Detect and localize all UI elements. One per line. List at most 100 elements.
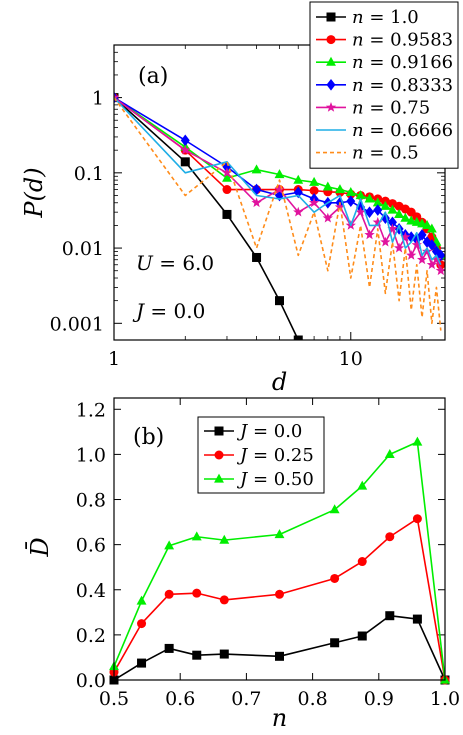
x-axis-label-b: n xyxy=(272,704,287,732)
data-point xyxy=(275,589,284,599)
legend-marker xyxy=(214,450,224,460)
data-point xyxy=(412,436,423,446)
data-point xyxy=(355,190,366,200)
y-tick-label: 0.2 xyxy=(76,625,106,647)
plot-area-a xyxy=(114,91,445,340)
data-point xyxy=(345,186,356,196)
legend-b: J = 0.0 J = 0.25 J = 0.50 xyxy=(197,416,325,494)
data-point xyxy=(308,197,320,208)
data-point xyxy=(275,296,284,306)
data-point xyxy=(427,239,437,251)
legend-marker xyxy=(214,426,224,436)
annotation-j: J = 0.0 xyxy=(132,299,205,323)
data-point xyxy=(322,212,333,223)
data-point xyxy=(222,172,232,182)
data-point xyxy=(406,249,417,260)
data-point xyxy=(334,184,345,194)
legend-entry: n = 0.75 xyxy=(352,97,430,118)
data-point xyxy=(387,204,398,214)
panel-label-b: (b) xyxy=(133,425,164,450)
legend-entry: J = 0.25 xyxy=(236,445,314,466)
data-point xyxy=(164,589,174,599)
legend-marker xyxy=(326,78,336,91)
data-point xyxy=(406,215,417,225)
data-point xyxy=(137,658,147,668)
data-point xyxy=(426,223,437,233)
data-point xyxy=(164,540,175,550)
data-point xyxy=(412,614,422,624)
annotation-u: U = 6.0 xyxy=(136,251,214,275)
data-point xyxy=(387,223,398,234)
data-point xyxy=(329,504,340,514)
data-point xyxy=(180,157,190,167)
legend-entry: n = 0.5 xyxy=(352,143,419,164)
x-tick-label: 0.6 xyxy=(165,688,195,710)
panel-a-chart: 1 10 1 0.1 0.01 0.001 (a) U = 6.0 J = 0.0 d P(d) n … xyxy=(20,1,459,396)
data-point xyxy=(219,649,229,659)
data-point xyxy=(421,246,433,256)
legend-marker xyxy=(326,12,336,22)
x-axis-label-a: d xyxy=(272,368,287,396)
data-point xyxy=(355,206,366,217)
data-point xyxy=(384,449,395,458)
series-line xyxy=(114,97,442,331)
data-point xyxy=(364,193,375,203)
data-point xyxy=(372,197,383,207)
data-point xyxy=(385,532,395,542)
axes-frame-b xyxy=(113,397,446,681)
panel-b-chart: 0.5 0.6 0.7 0.8 0.9 1.0 0.0 0.2 0.4 0.6 0.8 1.0 1.2 (… xyxy=(26,397,460,732)
data-point xyxy=(422,220,433,230)
data-point xyxy=(180,144,191,155)
data-point xyxy=(385,611,395,621)
data-point xyxy=(136,595,147,605)
y-tick-label: 0.0 xyxy=(76,670,106,692)
data-point xyxy=(293,335,303,340)
data-point xyxy=(400,212,411,222)
legend-entry: J = 0.50 xyxy=(236,469,314,490)
legend-marker xyxy=(214,473,224,483)
data-point xyxy=(365,206,375,219)
data-point xyxy=(309,186,319,196)
data-point xyxy=(219,534,230,544)
x-tick-label: 0.8 xyxy=(297,688,327,710)
y-tick-label: 0.4 xyxy=(76,580,106,602)
data-point xyxy=(275,651,284,661)
data-point xyxy=(416,254,428,265)
legend-marker xyxy=(326,35,336,45)
y-tick-label: 0.8 xyxy=(76,490,106,512)
data-point xyxy=(380,200,391,210)
data-point xyxy=(400,231,411,242)
data-point xyxy=(436,249,445,262)
legend-entry: n = 1.0 xyxy=(352,7,419,28)
legend-marker xyxy=(326,56,336,66)
data-point xyxy=(322,181,333,191)
y-tick-label: 0.1 xyxy=(74,163,104,185)
data-point xyxy=(417,228,427,241)
data-point xyxy=(334,201,346,212)
y-tick-label: 1.0 xyxy=(76,444,106,466)
data-point xyxy=(221,167,233,178)
data-point xyxy=(222,209,232,219)
data-point xyxy=(431,254,442,265)
legend-marker xyxy=(325,102,337,112)
y-tick-label: 0.001 xyxy=(50,313,104,335)
data-point xyxy=(357,631,367,641)
data-point xyxy=(412,514,422,524)
x-tick-label: 10 xyxy=(339,348,363,370)
data-point xyxy=(431,245,441,258)
data-point xyxy=(373,204,383,216)
data-point xyxy=(330,573,340,583)
data-point xyxy=(222,185,232,195)
data-point xyxy=(274,529,285,539)
y-axis-label-b: D̄ xyxy=(26,537,54,557)
data-point xyxy=(330,638,340,648)
panel-label-a: (a) xyxy=(138,64,168,89)
data-point xyxy=(364,229,375,240)
data-point xyxy=(192,588,202,598)
legend-entry: n = 0.9166 xyxy=(352,52,453,73)
data-point xyxy=(274,169,285,179)
y-axis-label-a: P(d) xyxy=(20,167,48,218)
data-point xyxy=(346,195,356,208)
